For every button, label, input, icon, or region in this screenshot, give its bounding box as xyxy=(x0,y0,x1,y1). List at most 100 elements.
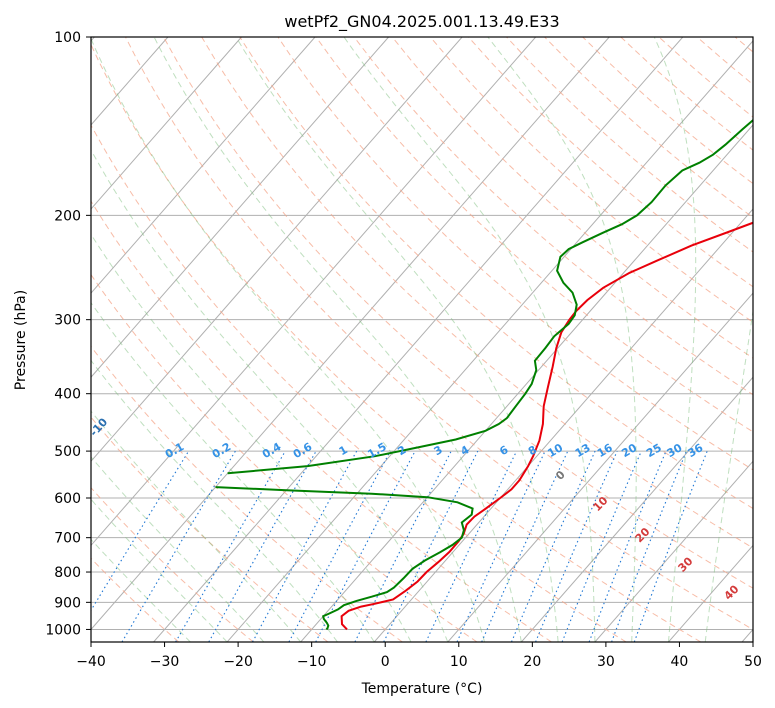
dry-adiabat-line xyxy=(91,345,403,642)
x-tick-label: −40 xyxy=(76,654,106,670)
mixing-ratio-line xyxy=(91,450,190,612)
x-tick-label: 40 xyxy=(671,654,689,670)
y-tick-label: 900 xyxy=(54,595,81,611)
dry-adiabat-line xyxy=(91,200,552,642)
moist-adiabat-line xyxy=(487,37,637,642)
dewpoint-upper-profile-line xyxy=(227,118,753,475)
mixing-ratio-label: 13 xyxy=(573,441,593,460)
x-tick-label: −10 xyxy=(297,654,327,670)
mixing-ratio-line xyxy=(611,450,688,642)
mixing-ratio-line xyxy=(588,450,667,642)
y-tick-label: 1000 xyxy=(45,622,81,638)
y-tick-label: 700 xyxy=(54,531,81,547)
moist-adiabat-line xyxy=(91,149,449,642)
mixing-ratio-label: 0.4 xyxy=(260,440,284,461)
moist-adiabat-line xyxy=(343,37,596,642)
mixing-ratio-label: 0.6 xyxy=(291,440,315,461)
isotherm-line xyxy=(91,37,316,294)
mixing-ratio-line xyxy=(561,450,642,642)
dry-adiabat-line xyxy=(91,43,702,642)
moist-adiabat-line xyxy=(91,301,375,642)
isotherm-line xyxy=(91,37,610,631)
x-tick-label: 0 xyxy=(381,654,390,670)
isotherm-line xyxy=(91,37,389,378)
moist-adiabat-line xyxy=(91,456,265,642)
dry-adiabat-line xyxy=(734,37,753,53)
mixing-ratio-line xyxy=(121,450,236,642)
dry-adiabat-line xyxy=(91,557,180,642)
isotherm-line xyxy=(226,40,753,642)
y-axis-label: Pressure (hPa) xyxy=(13,290,29,390)
dry-adiabat-line xyxy=(91,486,254,642)
moist-adiabat-line xyxy=(91,233,412,642)
x-axis-label: Temperature (°C) xyxy=(361,681,483,697)
moist-adiabat-line xyxy=(91,359,338,642)
x-tick-label: −30 xyxy=(150,654,180,670)
moist-adiabat-line xyxy=(91,410,302,642)
y-tick-label: 500 xyxy=(54,444,81,460)
data-series xyxy=(215,118,753,631)
line-labels: -100-90-80-70-60-50-40-30-20-100.10.20.4… xyxy=(91,415,742,602)
mixing-ratio-label: 10 xyxy=(545,441,565,460)
mixing-ratio-line xyxy=(456,450,546,642)
plot-frame xyxy=(90,36,754,643)
mixing-ratio-label: 4 xyxy=(458,443,471,458)
isotherm-line xyxy=(594,460,753,642)
x-tick-label: 50 xyxy=(744,654,762,670)
dry-adiabat-line xyxy=(91,273,478,642)
dry-adiabat-line xyxy=(468,37,753,288)
y-tick-label: 600 xyxy=(54,491,81,507)
x-tick-label: 20 xyxy=(523,654,541,670)
y-tick-label: 200 xyxy=(54,208,81,224)
moist-adiabat-line xyxy=(91,37,486,642)
dry-adiabat-line xyxy=(125,37,753,630)
mixing-ratio-line xyxy=(208,450,317,642)
dewpoint-profile-line xyxy=(215,486,474,631)
isotherm-line xyxy=(91,37,463,463)
mixing-ratio-label: 25 xyxy=(644,441,664,460)
mixing-ratio-label: 6 xyxy=(497,443,510,458)
dry-adiabat-line xyxy=(544,37,753,219)
mixing-ratio-label: 36 xyxy=(686,441,706,460)
y-tick-label: 800 xyxy=(54,565,81,581)
axes: −40 −30 −20 −10 0 10 20 30 40 5010009008007006005… xyxy=(45,30,762,670)
mixing-ratio-line xyxy=(481,450,569,642)
dry-adiabat-line xyxy=(620,37,753,151)
mixing-ratio-line xyxy=(633,450,708,642)
isotherm-line xyxy=(520,376,753,642)
x-tick-label: −20 xyxy=(223,654,253,670)
x-tick-label: 30 xyxy=(597,654,615,670)
chart-title: wetPf2_GN04.2025.001.13.49.E33 xyxy=(284,12,559,32)
temperature-profile-line xyxy=(340,221,753,631)
y-tick-label: 400 xyxy=(54,387,81,403)
dry-adiabat-line xyxy=(582,37,753,185)
dry-adiabat-line xyxy=(239,37,753,510)
moist-adiabat-line xyxy=(653,37,697,642)
dry-adiabat-line xyxy=(91,416,329,642)
x-tick-label: 10 xyxy=(450,654,468,670)
moist-adiabat-line xyxy=(235,37,559,642)
mixing-ratio-label: 30 xyxy=(665,441,685,460)
mixing-ratio-label: 0.2 xyxy=(210,440,233,461)
dry-adiabat-line xyxy=(91,124,627,642)
mixing-ratio-line xyxy=(175,450,286,642)
y-tick-label: 300 xyxy=(54,313,81,329)
dry-adiabat-line xyxy=(429,37,753,323)
background-lines xyxy=(91,37,753,642)
dry-adiabat-line xyxy=(163,37,753,589)
y-tick-label: 100 xyxy=(54,30,81,46)
isotherm-line xyxy=(668,544,753,642)
dry-adiabat-line xyxy=(315,37,753,433)
moist-adiabat-label: 0 xyxy=(553,468,568,483)
moist-adiabat-line xyxy=(704,307,753,642)
isotherm-line xyxy=(91,37,537,547)
mixing-ratio-line xyxy=(383,450,479,642)
dry-adiabat-line xyxy=(696,37,753,86)
dry-adiabat-line xyxy=(201,37,753,549)
isotherm-line xyxy=(741,628,753,642)
isotherm-line xyxy=(300,124,753,642)
isotherm-line xyxy=(91,37,242,210)
mixing-ratio-label: 0.1 xyxy=(163,440,186,461)
isotherm-line xyxy=(153,37,684,642)
